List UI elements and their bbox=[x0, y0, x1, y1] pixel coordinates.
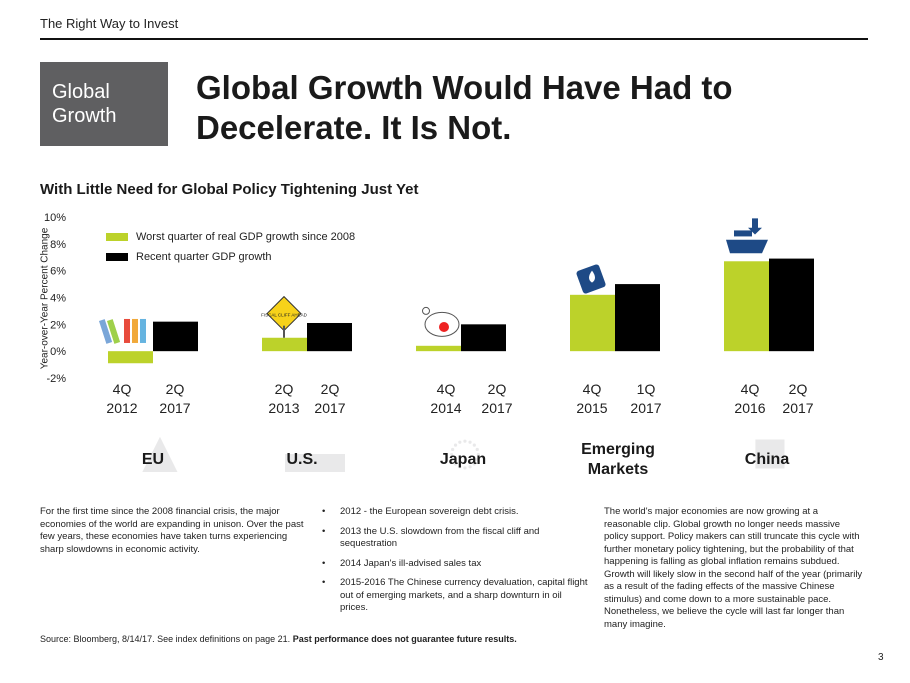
list-item: 2015-2016 The Chinese currency devaluati… bbox=[318, 577, 588, 615]
legend-swatch-worst bbox=[106, 233, 128, 242]
china-map-icon: ■ bbox=[751, 418, 789, 485]
region-label-emerging-markets: Emerging Markets bbox=[581, 441, 655, 478]
fiscal-cliff-sign-icon bbox=[266, 295, 302, 332]
piggy-bank-coin bbox=[439, 322, 449, 333]
category-label: 4Q 2014 bbox=[430, 381, 462, 416]
category-label: 1Q 2017 bbox=[630, 381, 662, 416]
books-icon bbox=[106, 319, 121, 344]
bar-worst bbox=[724, 261, 769, 352]
y-tick-label: -2% bbox=[46, 373, 66, 385]
region-label-us: U.S. bbox=[286, 451, 318, 468]
y-axis-label: Year-over-Year Percent Change bbox=[39, 227, 51, 370]
bar-recent bbox=[461, 324, 506, 352]
source-note: Source: Bloomberg, 8/14/17. See index de… bbox=[40, 634, 517, 644]
region-label-china: China bbox=[744, 451, 790, 468]
section-badge: Global Growth bbox=[40, 62, 168, 146]
title-line-2: Decelerate. It Is Not. bbox=[196, 109, 512, 146]
sign-text: FISCAL CLIFF AHEAD bbox=[261, 313, 308, 318]
y-tick-label: 0% bbox=[50, 346, 66, 358]
chart-subtitle: With Little Need for Global Policy Tight… bbox=[40, 181, 419, 198]
region-label-japan: Japan bbox=[439, 451, 487, 468]
books-icon bbox=[140, 318, 146, 343]
category-label: 4Q 2012 bbox=[106, 381, 138, 416]
category-label: 4Q 2015 bbox=[576, 381, 608, 416]
badge-line-2: Growth bbox=[52, 105, 117, 127]
category-label: 2Q 2017 bbox=[782, 381, 814, 416]
y-tick-label: 6% bbox=[50, 266, 66, 278]
legend-item-recent: Recent quarter GDP growth bbox=[106, 251, 272, 263]
source-text: Source: Bloomberg, 8/14/17. See index de… bbox=[40, 634, 291, 644]
ship-containers bbox=[734, 230, 752, 237]
books-icon bbox=[132, 318, 138, 343]
bar-worst bbox=[416, 345, 461, 352]
outlook-paragraph: The world's major economies are now grow… bbox=[604, 506, 863, 630]
books-icon bbox=[124, 318, 130, 343]
books-icon bbox=[98, 319, 113, 344]
cargo-ship-icon bbox=[726, 239, 768, 254]
oil-drop-icon bbox=[589, 270, 595, 283]
category-label: 2Q 2017 bbox=[159, 381, 191, 416]
page-title: Global Growth Would Have Had to Decelera… bbox=[196, 68, 856, 148]
bar-recent bbox=[615, 284, 660, 352]
bar-worst bbox=[108, 351, 153, 364]
slowdown-list: 2012 - the European sovereign debt crisi… bbox=[318, 506, 588, 622]
bar-worst bbox=[262, 337, 307, 352]
y-tick-label: 4% bbox=[50, 293, 66, 305]
header-rule bbox=[40, 38, 868, 40]
legend-label-recent: Recent quarter GDP growth bbox=[136, 251, 272, 263]
intro-paragraph: For the first time since the 2008 financ… bbox=[40, 506, 304, 555]
legend-item-worst: Worst quarter of real GDP growth since 2… bbox=[106, 231, 355, 243]
bar-recent bbox=[153, 321, 198, 352]
category-label: 2Q 2013 bbox=[268, 381, 300, 416]
page-number: 3 bbox=[878, 652, 884, 663]
y-tick-label: 10% bbox=[44, 212, 66, 224]
eu-map-icon: ▲ bbox=[130, 418, 190, 485]
down-arrow-icon bbox=[748, 218, 762, 235]
bar-worst bbox=[570, 294, 615, 352]
list-item: 2012 - the European sovereign debt crisi… bbox=[318, 506, 588, 519]
legend-label-worst: Worst quarter of real GDP growth since 2… bbox=[136, 231, 356, 243]
y-tick-label: 8% bbox=[50, 239, 66, 251]
title-line-1: Global Growth Would Have Had to bbox=[196, 69, 733, 106]
category-label: 2Q 2017 bbox=[481, 381, 513, 416]
category-label: 4Q 2016 bbox=[734, 381, 766, 416]
bar-recent bbox=[307, 322, 352, 352]
bar-recent bbox=[769, 258, 814, 352]
list-item: 2014 Japan's ill-advised sales tax bbox=[318, 558, 588, 571]
y-tick-label: 2% bbox=[50, 319, 66, 331]
tagline: The Right Way to Invest bbox=[40, 16, 179, 31]
disclaimer-text: Past performance does not guarantee futu… bbox=[292, 634, 517, 644]
piggy-bank-ear bbox=[422, 306, 430, 315]
japan-map-icon: ◌ bbox=[447, 418, 483, 485]
list-item: 2013 the U.S. slowdown from the fiscal c… bbox=[318, 526, 588, 551]
region-label-eu: EU bbox=[141, 451, 165, 468]
us-map-icon: ▬ bbox=[285, 418, 345, 485]
legend-swatch-recent bbox=[106, 253, 128, 262]
gdp-bar-chart: 10% 8% 6% 4% 2% 0% -2% FISCAL CLIFF AHEAD bbox=[44, 212, 814, 385]
category-label: 2Q 2017 bbox=[314, 381, 346, 416]
badge-line-1: Global bbox=[52, 81, 110, 103]
